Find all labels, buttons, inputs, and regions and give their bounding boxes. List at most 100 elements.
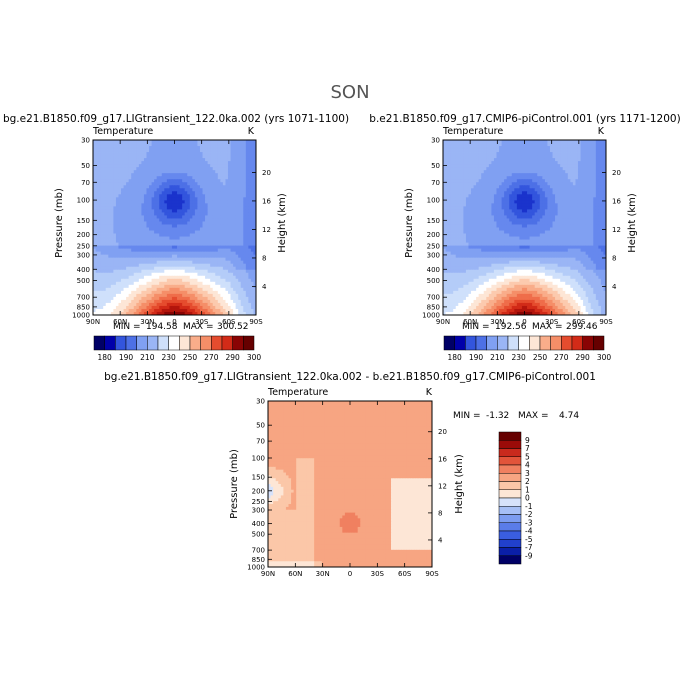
- heatmap-cell: [240, 158, 244, 162]
- heatmap-cell: [159, 236, 163, 240]
- heatmap-cell: [240, 176, 244, 180]
- heatmap-cell: [103, 239, 107, 243]
- heatmap-cell: [154, 257, 158, 262]
- heatmap-cell: [184, 158, 188, 162]
- heatmap-cell: [136, 260, 140, 265]
- heatmap-cell: [199, 182, 203, 186]
- heatmap-cell: [504, 143, 508, 147]
- heatmap-cell: [463, 143, 467, 147]
- heatmap-cell: [542, 161, 546, 165]
- heatmap-cell: [113, 290, 117, 295]
- heatmap-cell: [128, 299, 132, 304]
- heatmap-cell: [103, 194, 107, 198]
- heatmap-cell: [562, 173, 566, 177]
- heatmap-cell: [468, 182, 472, 186]
- heatmap-cell: [182, 311, 186, 316]
- heatmap-cell: [493, 170, 497, 174]
- heatmap-cell: [128, 239, 132, 243]
- heatmap-cell: [149, 140, 152, 144]
- heatmap-cell: [192, 305, 196, 310]
- heatmap-cell: [166, 200, 170, 204]
- heatmap-cell: [197, 233, 201, 237]
- heatmap-cell: [225, 275, 229, 280]
- heatmap-cell: [154, 311, 158, 316]
- heatmap-cell: [570, 143, 574, 147]
- heatmap-cell: [562, 143, 566, 147]
- heatmap-cell: [149, 257, 152, 262]
- heatmap-cell: [509, 173, 513, 177]
- heatmap-cell: [98, 176, 102, 180]
- heatmap-cell: [240, 251, 244, 256]
- heatmap-cell: [220, 302, 224, 307]
- heatmap-cell: [156, 254, 160, 259]
- heatmap-cell: [187, 146, 191, 150]
- heatmap-cell: [220, 290, 224, 295]
- heatmap-cell: [220, 197, 224, 201]
- heatmap-cell: [253, 260, 257, 265]
- heatmap-cell: [197, 221, 201, 225]
- heatmap-cell: [118, 299, 122, 304]
- heatmap-cell: [212, 230, 216, 234]
- heatmap-cell: [159, 194, 163, 198]
- heatmap-cell: [182, 212, 186, 216]
- heatmap-cell: [179, 239, 183, 243]
- heatmap-cell: [159, 191, 163, 195]
- heatmap-cell: [212, 260, 216, 265]
- heatmap-cell: [177, 230, 180, 234]
- heatmap-cell: [222, 161, 226, 165]
- heatmap-cell: [220, 287, 224, 292]
- heatmap-cell: [577, 179, 581, 183]
- heatmap-cell: [588, 158, 592, 162]
- heatmap-cell: [199, 200, 203, 204]
- heatmap-cell: [95, 278, 99, 283]
- heatmap-cell: [113, 224, 117, 228]
- heatmap-cell: [171, 257, 175, 262]
- heatmap-cell: [98, 200, 102, 204]
- heatmap-cell: [253, 170, 257, 174]
- heatmap-cell: [233, 281, 237, 286]
- heatmap-cell: [113, 251, 117, 256]
- heatmap-cell: [149, 224, 152, 228]
- heatmap-cell: [230, 221, 234, 225]
- heatmap-cell: [210, 203, 214, 207]
- heatmap-cell: [149, 263, 152, 268]
- heatmap-cell: [197, 209, 201, 213]
- heatmap-cell: [174, 251, 178, 256]
- heatmap-cell: [590, 155, 594, 159]
- heatmap-cell: [105, 281, 109, 286]
- heatmap-cell: [194, 206, 198, 210]
- heatmap-cell: [179, 281, 183, 286]
- heatmap-cell: [161, 221, 165, 225]
- heatmap-cell: [585, 158, 589, 162]
- heatmap-cell: [238, 290, 242, 295]
- heatmap-cell: [93, 311, 96, 316]
- heatmap-cell: [537, 182, 541, 186]
- heatmap-cell: [123, 299, 127, 304]
- heatmap-cell: [177, 242, 180, 247]
- heatmap-cell: [565, 146, 569, 150]
- heatmap-cell: [133, 263, 137, 268]
- heatmap-cell: [136, 272, 140, 277]
- heatmap-cell: [504, 146, 508, 150]
- heatmap-cell: [212, 215, 216, 219]
- heatmap-cell: [156, 284, 160, 289]
- heatmap-cell: [253, 167, 257, 171]
- heatmap-cell: [595, 161, 599, 165]
- heatmap-cell: [600, 188, 604, 192]
- heatmap-cell: [499, 161, 502, 165]
- heatmap-cell: [98, 194, 102, 198]
- heatmap-cell: [95, 182, 99, 186]
- heatmap-cell: [189, 272, 193, 277]
- heatmap-cell: [590, 167, 594, 171]
- heatmap-cell: [511, 182, 515, 186]
- heatmap-cell: [514, 140, 518, 144]
- heatmap-cell: [491, 158, 495, 162]
- heatmap-cell: [105, 302, 109, 307]
- heatmap-cell: [166, 146, 170, 150]
- heatmap-cell: [514, 185, 518, 189]
- heatmap-cell: [217, 266, 221, 271]
- heatmap-cell: [126, 167, 130, 171]
- heatmap-cell: [443, 188, 446, 192]
- heatmap-cell: [534, 155, 538, 159]
- heatmap-cell: [233, 167, 237, 171]
